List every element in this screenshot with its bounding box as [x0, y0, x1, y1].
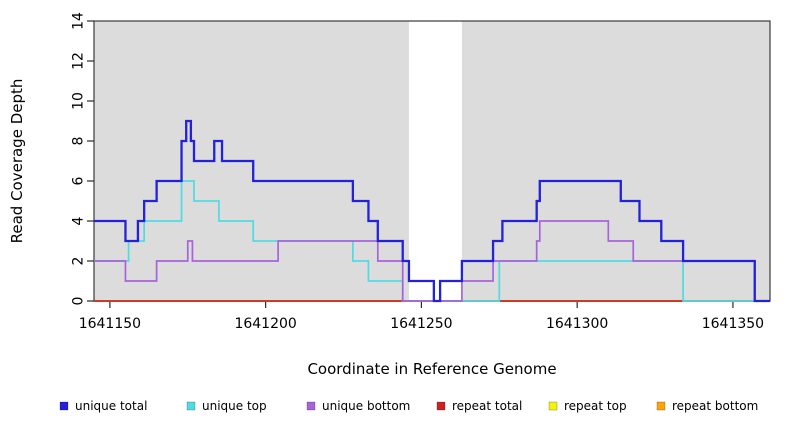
legend-swatch — [59, 401, 69, 411]
series-unique-top-line — [94, 180, 770, 302]
series-unique-total-line — [94, 119, 770, 303]
legend: unique total unique top unique bottom repea… — [59, 399, 758, 413]
x-tick-label: 1641350 — [702, 316, 764, 332]
x-tick-label: 1641150 — [79, 316, 141, 332]
legend-swatch — [186, 401, 196, 411]
y-tick-label: 4 — [71, 216, 87, 225]
y-tick-label: 8 — [71, 137, 87, 146]
legend-label: repeat total — [452, 399, 522, 413]
y-tick-label: 14 — [71, 12, 87, 30]
legend-label: unique bottom — [322, 399, 410, 413]
legend-item-unique-total: unique total — [59, 399, 147, 413]
legend-swatch — [436, 401, 446, 411]
legend-label: unique top — [202, 399, 267, 413]
legend-item-unique-top: unique top — [186, 399, 267, 413]
y-tick-label: 2 — [71, 257, 87, 266]
legend-label: repeat bottom — [672, 399, 758, 413]
y-tick-label: 10 — [71, 92, 87, 110]
legend-swatch — [306, 401, 316, 411]
legend-item-repeat-top: repeat top — [548, 399, 627, 413]
x-tick-label: 1641300 — [546, 316, 608, 332]
legend-item-repeat-total: repeat total — [436, 399, 522, 413]
y-tick-label: 6 — [71, 176, 87, 185]
legend-label: repeat top — [564, 399, 627, 413]
x-tick-label: 1641200 — [234, 316, 296, 332]
y-axis: 0 2 4 6 8 10 12 14 — [71, 12, 94, 306]
y-tick-label: 0 — [71, 297, 87, 306]
x-axis: 1641150 1641200 1641250 1641300 1641350 — [79, 301, 764, 332]
y-tick-label: 12 — [71, 52, 87, 70]
legend-item-unique-bottom: unique bottom — [306, 399, 410, 413]
x-tick-label: 1641250 — [390, 316, 452, 332]
y-axis-title: Read Coverage Depth — [8, 79, 26, 244]
legend-item-repeat-bottom: repeat bottom — [656, 399, 758, 413]
x-axis-title: Coordinate in Reference Genome — [307, 360, 556, 378]
series-unique-bottom-line — [94, 220, 770, 302]
legend-label: unique total — [75, 399, 147, 413]
legend-swatch — [548, 401, 558, 411]
repeat-mask-band — [408, 21, 462, 301]
legend-swatch — [656, 401, 666, 411]
series-lines — [94, 119, 770, 303]
